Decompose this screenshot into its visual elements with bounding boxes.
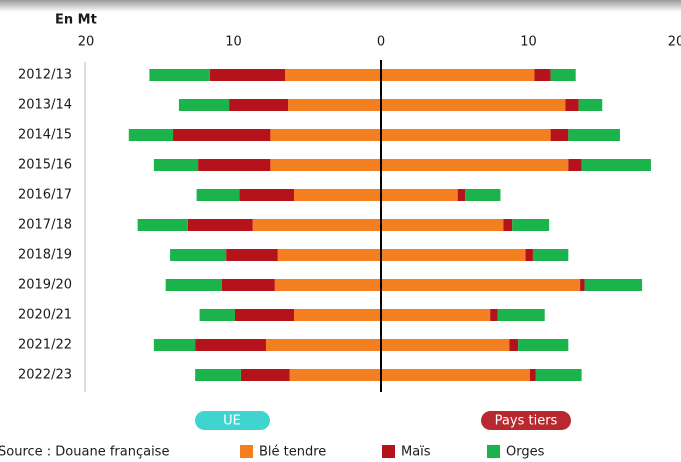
- bar-segment: [509, 339, 519, 351]
- x-tick-label: 10: [225, 35, 242, 50]
- bar-segment: [381, 159, 569, 171]
- bar-segment: [289, 369, 381, 381]
- y-tick-label: 2022/23: [18, 368, 72, 383]
- y-tick-label: 2019/20: [18, 278, 72, 293]
- bar-segment: [565, 99, 579, 111]
- bar-segment: [293, 189, 381, 201]
- side-pill: [195, 411, 270, 430]
- legend-swatch: [382, 445, 395, 458]
- bar-segment: [580, 279, 585, 291]
- bar-segment: [503, 219, 513, 231]
- bar-segment: [170, 249, 227, 261]
- bar-segment: [240, 369, 290, 381]
- bar-segment: [209, 69, 286, 81]
- bar-segment: [465, 189, 501, 201]
- bar-segment: [381, 309, 491, 321]
- bar-segment: [187, 219, 253, 231]
- bar-segment: [239, 189, 294, 201]
- x-tick-label: 0: [377, 35, 385, 50]
- bar-segment: [578, 99, 603, 111]
- legend-label: Blé tendre: [259, 445, 326, 460]
- bar-segment: [199, 309, 235, 321]
- bar-segment: [550, 129, 569, 141]
- bar-segment: [226, 249, 278, 261]
- y-tick-label: 2015/16: [18, 158, 72, 173]
- bar-segment: [274, 279, 381, 291]
- bar-segment: [381, 369, 530, 381]
- y-tick-label: 2014/15: [18, 128, 72, 143]
- bar-segment: [381, 129, 551, 141]
- bar-segment: [381, 339, 510, 351]
- bar-segment: [265, 339, 381, 351]
- source: Source : Douane française: [0, 445, 169, 460]
- bar-segment: [285, 69, 381, 81]
- bar-segment: [270, 159, 381, 171]
- bar-segment: [293, 309, 381, 321]
- bar-segment: [568, 159, 582, 171]
- bar-segment: [178, 99, 230, 111]
- bar-segment: [381, 279, 581, 291]
- bar-segment: [229, 99, 289, 111]
- y-tick-label: 2021/22: [18, 338, 72, 353]
- side-label: Pays tiers: [495, 414, 558, 429]
- bar-segment: [277, 249, 381, 261]
- bar-segment: [153, 339, 196, 351]
- bar-segment: [381, 249, 526, 261]
- bar-segment: [153, 159, 199, 171]
- y-tick-label: 2013/14: [18, 98, 72, 113]
- bar-segment: [173, 129, 271, 141]
- bar-segment: [196, 189, 240, 201]
- y-tick-label: 2016/17: [18, 188, 72, 203]
- bar-segment: [518, 339, 569, 351]
- top-shadow: [0, 0, 681, 12]
- bar-segment: [381, 219, 504, 231]
- bar-segment: [497, 309, 545, 321]
- bar-segment: [550, 69, 576, 81]
- bar-segment: [137, 219, 188, 231]
- y-tick-label: 2017/18: [18, 218, 72, 233]
- bar-segment: [568, 129, 620, 141]
- bar-segment: [529, 369, 536, 381]
- bar-segment: [525, 249, 533, 261]
- bar-segment: [221, 279, 275, 291]
- bar-segment: [165, 279, 222, 291]
- bar-segment: [234, 309, 294, 321]
- bar-segment: [195, 339, 266, 351]
- bar-segment: [149, 69, 210, 81]
- bar-segment: [512, 219, 550, 231]
- bar-segment: [195, 369, 241, 381]
- bar-segment: [534, 69, 551, 81]
- y-tick-label: 2012/13: [18, 68, 72, 83]
- bar-segment: [270, 129, 381, 141]
- bar-segment: [457, 189, 466, 201]
- bar-segment: [532, 249, 569, 261]
- bar-segment: [252, 219, 381, 231]
- legend-swatch: [240, 445, 253, 458]
- y-tick-label: 2018/19: [18, 248, 72, 263]
- axis-label: En Mt: [55, 13, 97, 28]
- bar-segment: [288, 99, 381, 111]
- legend-swatch: [487, 445, 500, 458]
- bar-segment: [381, 99, 566, 111]
- legend-label: Orges: [506, 445, 545, 460]
- bar-segment: [581, 159, 651, 171]
- x-tick-label: 20: [668, 35, 681, 50]
- side-pill: [481, 411, 571, 430]
- side-label: UE: [223, 414, 241, 429]
- x-tick-label: 20: [78, 35, 95, 50]
- y-tick-label: 2020/21: [18, 308, 72, 323]
- bar-segment: [381, 189, 458, 201]
- bar-segment: [128, 129, 174, 141]
- legend-label: Maïs: [401, 445, 431, 460]
- bar-segment: [490, 309, 498, 321]
- bar-segment: [381, 69, 535, 81]
- bar-segment: [198, 159, 271, 171]
- bar-segment: [535, 369, 582, 381]
- bar-segment: [584, 279, 643, 291]
- x-tick-label: 10: [520, 35, 537, 50]
